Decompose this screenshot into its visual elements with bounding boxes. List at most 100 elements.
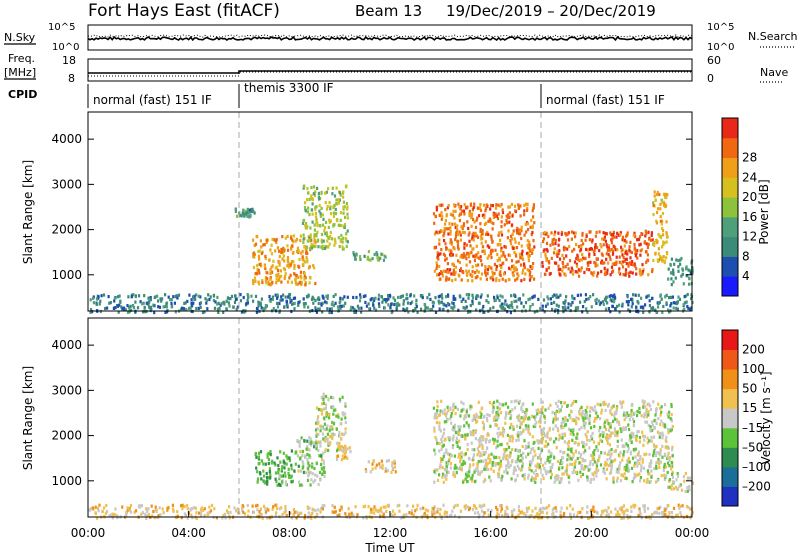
- data-cell: [157, 299, 160, 303]
- data-cell: [643, 412, 646, 416]
- data-cell: [322, 217, 325, 221]
- data-cell: [497, 427, 500, 431]
- data-cell: [616, 248, 619, 252]
- data-cell: [689, 516, 692, 520]
- data-cell: [610, 468, 613, 472]
- data-cell: [292, 240, 295, 244]
- data-cell: [350, 511, 353, 515]
- data-cell: [99, 299, 102, 303]
- data-cell: [311, 197, 314, 202]
- data-cell: [569, 456, 572, 461]
- data-cell: [337, 514, 340, 518]
- data-cell: [338, 448, 341, 452]
- data-cell: [438, 424, 441, 429]
- data-cell: [586, 310, 589, 314]
- data-cell: [668, 310, 671, 314]
- data-cell: [309, 483, 312, 487]
- data-cell: [629, 436, 632, 440]
- data-cell: [560, 426, 563, 430]
- data-cell: [92, 301, 95, 305]
- data-cell: [476, 275, 479, 279]
- freq-label-2: [MHz]: [4, 66, 36, 79]
- data-cell: [557, 311, 560, 315]
- data-cell: [488, 219, 491, 223]
- data-cell: [582, 451, 585, 455]
- data-cell: [584, 459, 587, 463]
- data-cell: [473, 480, 476, 484]
- data-cell: [472, 238, 475, 242]
- data-cell: [287, 248, 290, 252]
- data-cell: [290, 463, 293, 467]
- colorbar-tick-label: 28: [742, 151, 757, 165]
- data-cell: [625, 477, 628, 481]
- data-cell: [473, 448, 476, 452]
- data-cell: [501, 514, 504, 518]
- data-cell: [478, 301, 481, 305]
- data-cell: [421, 296, 424, 300]
- data-cell: [443, 239, 446, 243]
- data-cell: [545, 511, 549, 515]
- data-cell: [599, 403, 602, 407]
- data-cell: [595, 447, 598, 451]
- colorbar-swatch: [722, 137, 738, 159]
- data-cell: [189, 508, 192, 512]
- data-cell: [259, 507, 262, 511]
- data-cell: [510, 400, 513, 404]
- data-cell: [659, 505, 662, 509]
- data-cell: [329, 234, 332, 239]
- data-cell: [533, 310, 536, 314]
- data-cell: [331, 192, 334, 196]
- data-cell: [100, 294, 103, 298]
- data-cell: [322, 437, 325, 441]
- data-cell: [537, 408, 540, 412]
- data-cell: [619, 427, 622, 431]
- data-cell: [650, 233, 653, 237]
- data-cell: [508, 435, 511, 439]
- data-cell: [600, 411, 603, 415]
- data-cell: [440, 440, 444, 444]
- data-cell: [526, 228, 530, 232]
- data-cell: [658, 435, 661, 439]
- data-cell: [349, 450, 352, 454]
- data-cell: [667, 308, 670, 312]
- data-cell: [310, 246, 313, 250]
- y-tick-label: 3000: [51, 383, 82, 397]
- data-cell: [660, 236, 663, 240]
- data-cell: [282, 451, 285, 455]
- data-cell: [458, 219, 461, 223]
- data-cell: [526, 239, 529, 243]
- data-cell: [306, 458, 309, 462]
- data-cell: [622, 444, 625, 448]
- data-cell: [581, 416, 584, 420]
- data-cell: [153, 295, 156, 300]
- data-cell: [287, 467, 290, 471]
- data-cell: [557, 438, 560, 442]
- data-cell: [483, 464, 486, 469]
- data-cell: [592, 451, 595, 455]
- data-cell: [527, 430, 530, 434]
- data-cell: [540, 449, 543, 453]
- data-cell: [266, 277, 269, 281]
- data-cell: [589, 480, 592, 484]
- data-cell: [510, 413, 513, 418]
- data-cell: [252, 209, 255, 213]
- data-cell: [516, 272, 519, 276]
- data-cell: [655, 466, 658, 470]
- data-cell: [475, 506, 478, 510]
- data-cell: [318, 454, 321, 458]
- data-cell: [650, 435, 653, 440]
- data-cell: [414, 509, 417, 513]
- data-cell: [538, 463, 541, 467]
- data-cell: [516, 457, 519, 461]
- data-cell: [452, 268, 455, 272]
- data-cell: [460, 462, 463, 467]
- data-cell: [687, 268, 690, 272]
- data-cell: [630, 466, 634, 470]
- data-cell: [108, 301, 111, 305]
- data-cell: [677, 265, 680, 269]
- data-cell: [660, 297, 663, 301]
- data-cell: [199, 514, 203, 518]
- data-cell: [486, 244, 489, 248]
- data-cell: [297, 480, 301, 484]
- colorbar-swatch: [722, 447, 738, 468]
